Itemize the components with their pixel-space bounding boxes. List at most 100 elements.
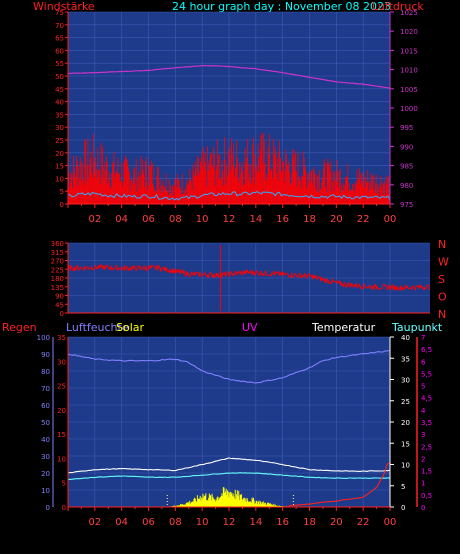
uv-tick-label: 1,5	[421, 468, 432, 476]
p1-x-tick-label: 22	[357, 214, 370, 225]
p1-right-tick-label: 1010	[400, 67, 418, 75]
p2-left-tick-label: 0	[60, 310, 64, 318]
humidity-tick-label: 50	[41, 419, 50, 427]
rain-tick-label: 35	[57, 334, 66, 342]
dewpoint-label: Taupunkt	[391, 321, 443, 334]
chart-title: 24 hour graph day : November 08 2023	[172, 0, 391, 13]
humidity-tick-label: 80	[41, 368, 50, 376]
p1-right-tick-label: 975	[400, 201, 413, 209]
humidity-tick-label: 30	[41, 453, 50, 461]
p1-left-tick-label: 50	[55, 73, 64, 81]
temperature-tick-label: 20	[401, 419, 410, 427]
temperature-label: Temperatur	[311, 321, 376, 334]
temperature-tick-label: 0	[401, 504, 405, 512]
rain-tick-label: 15	[57, 431, 66, 439]
rain-tick-label: 10	[57, 455, 66, 463]
humidity-tick-label: 0	[46, 504, 50, 512]
p1-left-tick-label: 60	[55, 47, 64, 55]
p1-left-tick-label: 45	[55, 86, 64, 94]
uv-tick-label: 7	[421, 334, 425, 342]
p1-right-tick-label: 990	[400, 143, 413, 151]
p1-left-tick-label: 5	[60, 188, 64, 196]
p3-x-tick-label: 02	[88, 517, 101, 528]
p3-x-tick-label: 12	[223, 517, 236, 528]
p1-left-tick-label: 70	[55, 22, 64, 30]
p1-right-tick-label: 995	[400, 124, 413, 132]
rain-label: Regen	[2, 321, 37, 334]
humidity-line	[67, 349, 391, 384]
wind-average-line	[67, 191, 391, 201]
p1-right-tick-label: 985	[400, 163, 413, 171]
uv-tick-label: 6,5	[421, 346, 432, 354]
humidity-tick-label: 60	[41, 402, 50, 410]
temperature-tick-label: 40	[401, 334, 410, 342]
p1-right-tick-label: 1000	[400, 105, 418, 113]
p3-x-tick-label: 10	[196, 517, 209, 528]
p3-x-tick-label: 14	[249, 517, 262, 528]
humidity-tick-label: 20	[41, 470, 50, 478]
temperature-tick-label: 15	[401, 440, 410, 448]
wind-axis-title: Windstärke	[33, 0, 95, 13]
rain-tick-label: 5	[62, 480, 66, 488]
p1-left-tick-label: 75	[55, 9, 64, 17]
humidity-tick-label: 90	[41, 351, 50, 359]
rain-tick-label: 20	[57, 407, 66, 415]
uv-tick-label: 1	[421, 480, 425, 488]
p1-left-tick-label: 40	[55, 99, 64, 107]
p2-left-tick-label: 225	[51, 266, 64, 274]
temperature-tick-label: 10	[401, 462, 410, 470]
rain-tick-label: 0	[62, 504, 66, 512]
humidity-tick-label: 10	[41, 487, 50, 495]
p2-left-tick-label: 135	[51, 284, 64, 292]
compass-label-n: N	[438, 238, 446, 251]
p2-left-tick-label: 90	[55, 293, 64, 301]
p3-x-tick-label: 00	[384, 517, 397, 528]
p1-x-tick-label: 18	[303, 214, 316, 225]
p1-left-tick-label: 10	[55, 175, 64, 183]
uv-tick-label: 0,5	[421, 492, 432, 500]
temperature-tick-label: 25	[401, 398, 410, 406]
p1-left-tick-label: 55	[55, 60, 64, 68]
humidity-tick-label: 40	[41, 436, 50, 444]
uv-tick-label: 4	[421, 407, 426, 415]
p2-left-tick-label: 45	[55, 301, 64, 309]
uv-label: UV	[242, 321, 258, 334]
p1-x-tick-label: 08	[169, 214, 182, 225]
p1-x-tick-label: 20	[330, 214, 343, 225]
p3-x-tick-label: 04	[115, 517, 128, 528]
p2-left-tick-label: 180	[51, 275, 64, 283]
p1-x-tick-label: 06	[142, 214, 155, 225]
humidity-tick-label: 100	[37, 334, 50, 342]
p1-x-tick-label: 00	[384, 214, 397, 225]
p1-right-tick-label: 1020	[400, 28, 418, 36]
p1-right-tick-label: 1025	[400, 9, 418, 17]
p1-right-tick-label: 1015	[400, 47, 418, 55]
uv-tick-label: 2,5	[421, 443, 432, 451]
temperature-tick-label: 30	[401, 377, 410, 385]
p1-left-tick-label: 20	[55, 150, 64, 158]
p1-left-tick-label: 35	[55, 111, 64, 119]
pressure-axis-title: Luftdruck	[372, 0, 424, 13]
compass-label-s: S	[438, 273, 445, 286]
p1-left-tick-label: 0	[60, 201, 64, 209]
p1-left-tick-label: 15	[55, 163, 64, 171]
uv-tick-label: 0	[421, 504, 425, 512]
uv-tick-label: 5,5	[421, 370, 432, 378]
temperature-line	[67, 457, 391, 474]
pressure-line	[67, 64, 391, 89]
humidity-label: Luftfeuchte	[66, 321, 129, 334]
p1-x-tick-label: 10	[196, 214, 209, 225]
temperature-tick-label: 5	[401, 483, 405, 491]
p1-left-tick-label: 65	[55, 35, 64, 43]
compass-label-w: W	[438, 256, 449, 269]
wind-direction-trace	[67, 264, 431, 292]
uv-tick-label: 4,5	[421, 395, 432, 403]
p1-left-tick-label: 30	[55, 124, 64, 132]
p1-x-tick-label: 04	[115, 214, 128, 225]
p1-x-tick-label: 14	[249, 214, 262, 225]
p1-left-tick-label: 25	[55, 137, 64, 145]
p3-x-tick-label: 06	[142, 517, 155, 528]
uv-tick-label: 3,5	[421, 419, 432, 427]
p2-left-tick-label: 315	[51, 249, 64, 257]
